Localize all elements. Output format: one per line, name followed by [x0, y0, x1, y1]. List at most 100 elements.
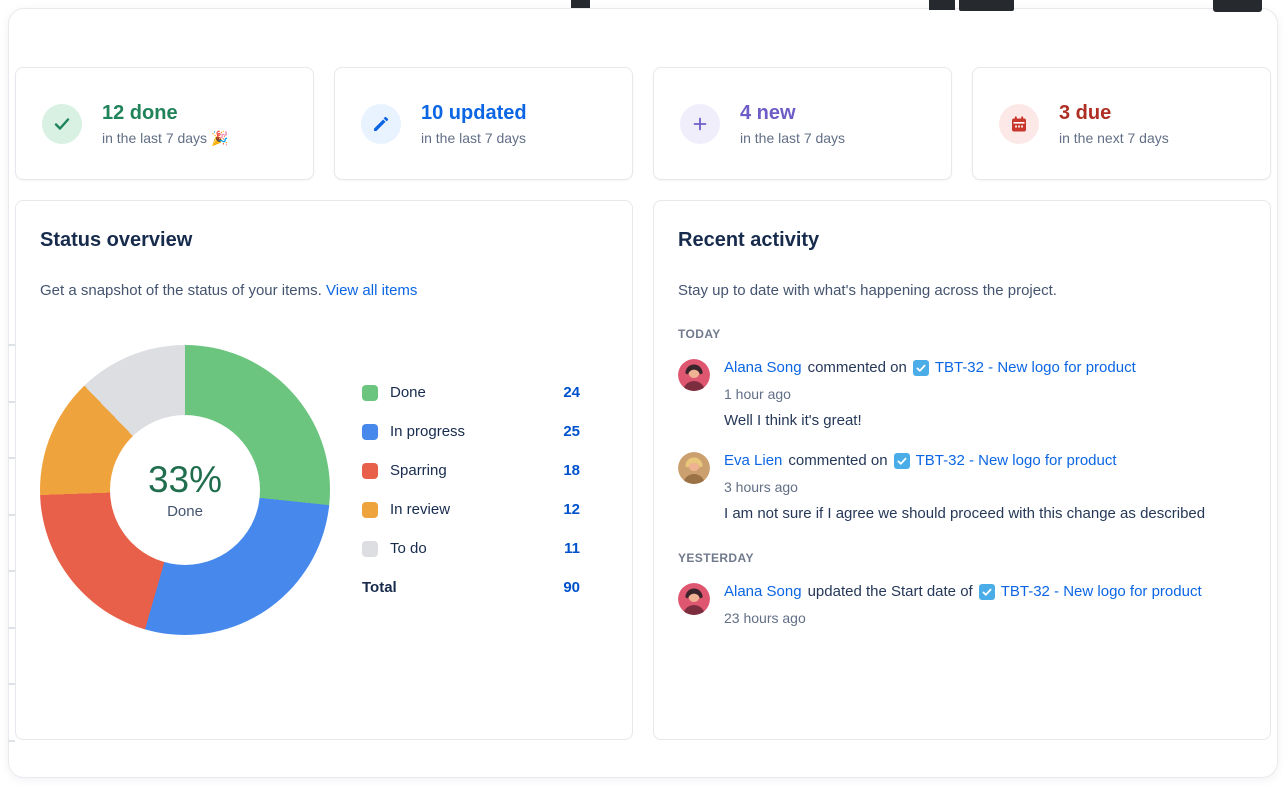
activity-item: Alana Song commented on TBT-32 - New log… — [678, 357, 1246, 432]
view-all-items-link[interactable]: View all items — [326, 282, 418, 299]
stat-card-new[interactable]: 4 new in the last 7 days — [653, 67, 952, 180]
gridline-artifact — [8, 683, 15, 685]
donut-center: 33% Done — [110, 415, 260, 565]
stat-text: 3 due in the next 7 days — [1059, 101, 1169, 147]
user-link[interactable]: Alana Song — [724, 359, 802, 376]
status-chart-area: 33% Done Done 24 In progress 25 — [40, 345, 608, 635]
recent-activity-title: Recent activity — [678, 229, 820, 251]
activity-body: Eva Lien commented on TBT-32 - New logo … — [724, 450, 1246, 525]
main-panels: Status overview Get a snapshot of the st… — [15, 200, 1271, 740]
activity-comment: Well I think it's great! — [724, 412, 862, 429]
legend-swatch — [362, 423, 378, 440]
legend-total-value: 90 — [563, 579, 580, 596]
donut-percent: 33% — [147, 459, 223, 500]
stat-text: 12 done in the last 7 days 🎉 — [102, 101, 228, 147]
stat-new-label: 4 new — [740, 101, 796, 124]
task-type-icon — [893, 453, 910, 469]
status-overview-panel: Status overview Get a snapshot of the st… — [15, 200, 633, 740]
legend-value: 24 — [563, 384, 580, 401]
activity-item: Eva Lien commented on TBT-32 - New logo … — [678, 450, 1246, 525]
stat-card-done[interactable]: 12 done in the last 7 days 🎉 — [15, 67, 314, 180]
task-type-icon — [978, 584, 995, 600]
gridline-artifact — [8, 401, 15, 403]
legend-label: Done — [390, 384, 426, 401]
legend-swatch — [362, 462, 378, 479]
gridline-artifact — [8, 627, 15, 629]
status-overview-title: Status overview — [40, 229, 193, 251]
stat-text: 10 updated in the last 7 days — [421, 101, 527, 147]
avatar-alana-song[interactable] — [678, 583, 710, 615]
plus-icon — [680, 103, 720, 144]
legend-row-to-do: To do 11 — [362, 540, 580, 557]
page-frame: 12 done in the last 7 days 🎉 10 updated … — [8, 8, 1278, 778]
legend-label: In progress — [390, 423, 466, 440]
legend-swatch — [362, 501, 378, 518]
gridline-artifact — [8, 570, 15, 572]
activity-comment: I am not sure if I agree we should proce… — [724, 505, 1206, 522]
activity-body: Alana Song updated the Start date of TBT… — [724, 581, 1246, 627]
legend-label: To do — [390, 540, 427, 557]
gridline-artifact — [8, 457, 15, 459]
donut-percent-label: Done — [167, 503, 203, 520]
stat-new-caption: in the last 7 days — [740, 129, 846, 146]
check-icon — [42, 103, 82, 144]
chart-legend: Done 24 In progress 25 Sparring 18 — [362, 384, 580, 596]
pencil-icon — [361, 103, 401, 144]
legend-value: 11 — [564, 540, 580, 557]
legend-total-label: Total — [362, 579, 397, 596]
activity-action: commented on — [807, 359, 907, 376]
legend-value: 18 — [563, 462, 580, 479]
stat-due-caption: in the next 7 days — [1059, 129, 1169, 146]
stat-card-updated[interactable]: 10 updated in the last 7 days — [334, 67, 633, 180]
legend-swatch — [362, 540, 378, 557]
activity-time: 3 hours ago — [724, 479, 798, 495]
stat-card-due[interactable]: 3 due in the next 7 days — [972, 67, 1271, 180]
activity-head: Alana Song commented on TBT-32 - New log… — [724, 357, 1246, 379]
legend-label: Sparring — [390, 462, 447, 479]
legend-row-in-review: In review 12 — [362, 501, 580, 518]
legend-row-done: Done 24 — [362, 384, 580, 401]
stat-done-label: 12 done — [102, 101, 178, 124]
legend-label: In review — [390, 501, 451, 518]
gridline-artifact — [8, 740, 15, 742]
gridline-artifact — [8, 344, 15, 346]
avatar-eva-lien[interactable] — [678, 452, 710, 484]
issue-link[interactable]: TBT-32 - New logo for product — [934, 359, 1136, 376]
activity-body: Alana Song commented on TBT-32 - New log… — [724, 357, 1246, 432]
activity-action: updated the Start date of — [807, 583, 973, 600]
status-overview-subtitle: Get a snapshot of the status of your ite… — [40, 281, 608, 301]
legend-swatch — [362, 384, 378, 401]
activity-section-yesterday: YESTERDAY — [678, 551, 754, 565]
issue-link[interactable]: TBT-32 - New logo for product — [1000, 583, 1202, 600]
stat-done-caption: in the last 7 days 🎉 — [102, 129, 229, 146]
legend-total-row: Total 90 — [362, 579, 580, 596]
stat-due-label: 3 due — [1059, 101, 1112, 124]
gridline-artifact — [8, 514, 15, 516]
activity-item: Alana Song updated the Start date of TBT… — [678, 581, 1246, 627]
user-link[interactable]: Alana Song — [724, 583, 802, 600]
stat-updated-caption: in the last 7 days — [421, 129, 527, 146]
recent-activity-subtitle: Stay up to date with what's happening ac… — [678, 282, 1057, 299]
legend-row-in-progress: In progress 25 — [362, 423, 580, 440]
activity-time: 1 hour ago — [724, 386, 791, 402]
cropped-artifact — [929, 0, 955, 10]
calendar-icon — [999, 103, 1039, 144]
issue-link[interactable]: TBT-32 - New logo for product — [915, 452, 1117, 469]
donut-chart[interactable]: 33% Done — [40, 345, 330, 635]
user-link[interactable]: Eva Lien — [724, 452, 783, 469]
recent-activity-panel: Recent activity Stay up to date with wha… — [653, 200, 1271, 740]
legend-value: 25 — [563, 423, 580, 440]
avatar-alana-song[interactable] — [678, 359, 710, 391]
stats-row: 12 done in the last 7 days 🎉 10 updated … — [15, 67, 1271, 180]
activity-section-today: TODAY — [678, 327, 721, 341]
status-overview-subtitle-text: Get a snapshot of the status of your ite… — [40, 282, 322, 299]
activity-time: 23 hours ago — [724, 610, 806, 626]
legend-value: 12 — [563, 501, 580, 518]
task-type-icon — [912, 360, 929, 376]
legend-row-sparring: Sparring 18 — [362, 462, 580, 479]
stat-text: 4 new in the last 7 days — [740, 101, 845, 147]
activity-head: Alana Song updated the Start date of TBT… — [724, 581, 1246, 603]
activity-head: Eva Lien commented on TBT-32 - New logo … — [724, 450, 1246, 472]
activity-action: commented on — [788, 452, 888, 469]
stat-updated-label: 10 updated — [421, 101, 527, 124]
